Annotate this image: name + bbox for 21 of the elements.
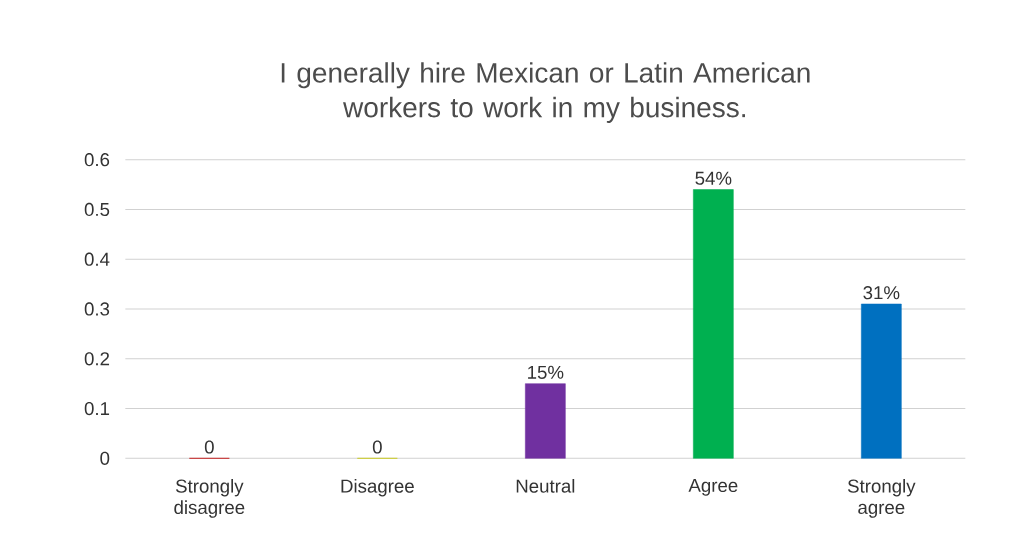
x-tick-label: Agree	[688, 479, 738, 496]
y-tick-label: 0.2	[84, 352, 110, 366]
y-tick-label: 0	[100, 451, 110, 465]
y-tick-label: 0.6	[84, 153, 110, 167]
bar	[525, 383, 566, 459]
bar	[693, 189, 734, 459]
x-tick-label: Neutral	[516, 479, 575, 493]
data-label: 31%	[863, 286, 900, 300]
y-tick-label: 0.5	[84, 202, 110, 217]
x-tick-label: Strongly agree	[847, 479, 916, 518]
y-tick-label: 0.3	[84, 302, 110, 316]
data-label: 54%	[695, 171, 732, 185]
data-label: 0	[204, 440, 214, 454]
chart-title: I generally hire Mexican or Latin American workers to work in my business.	[281, 62, 810, 123]
bar	[861, 303, 902, 459]
data-label: 0	[372, 440, 382, 454]
data-label: 15%	[528, 365, 564, 379]
x-tick-label: Strongly disagree	[174, 479, 245, 518]
x-tick-label: Disagree	[341, 479, 414, 497]
y-tick-label: 0.4	[84, 252, 110, 266]
y-tick-label: 0.1	[84, 401, 110, 416]
